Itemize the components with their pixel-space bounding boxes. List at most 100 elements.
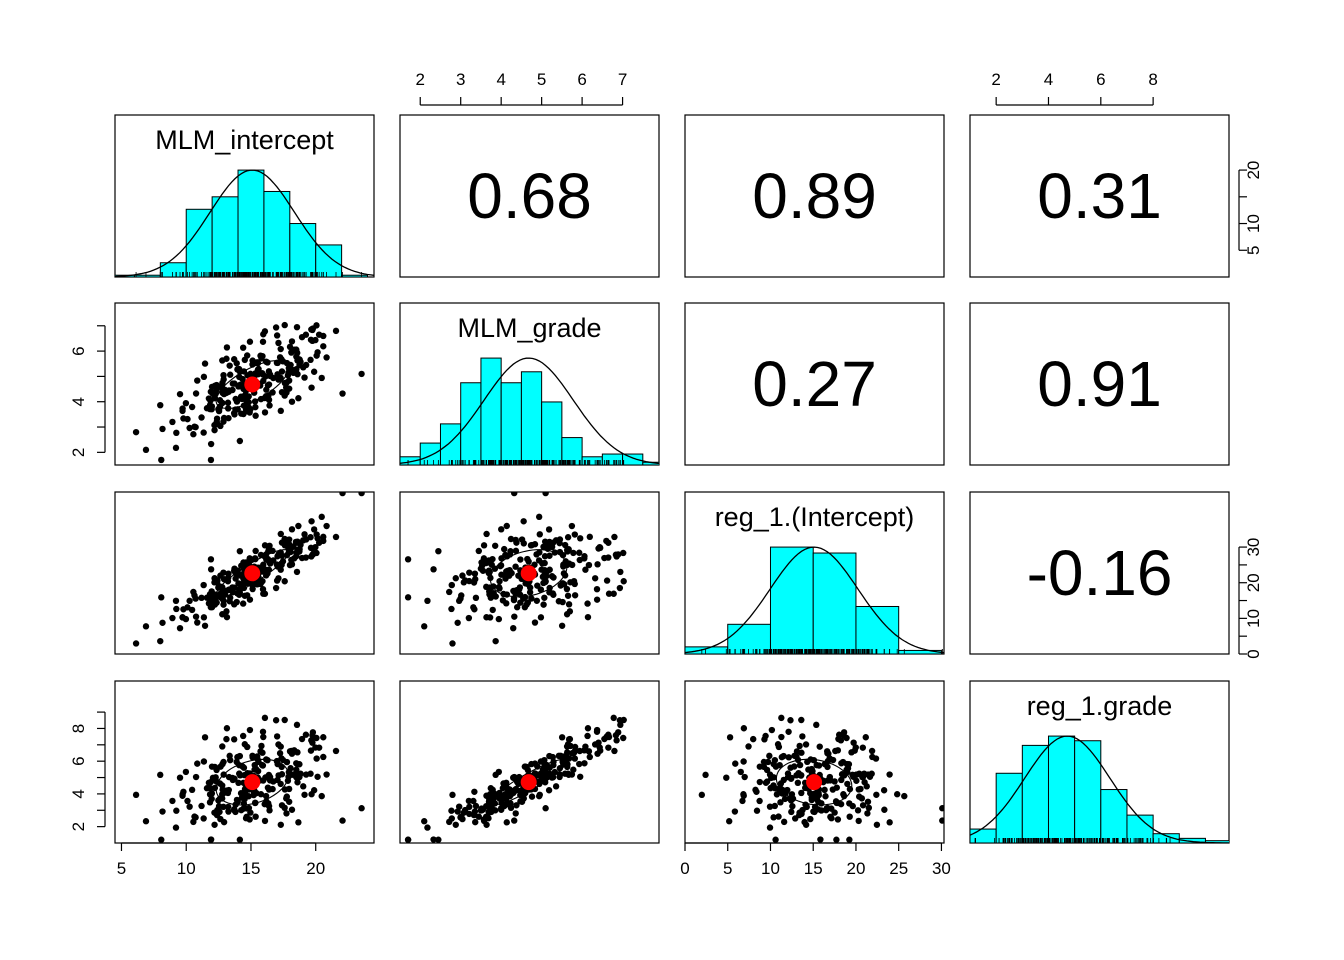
x-tick-label: 10 (761, 859, 780, 878)
correlation-value-0-3: 0.31 (1037, 160, 1162, 232)
data-point (543, 572, 550, 580)
histogram-bar (500, 382, 522, 465)
data-point (236, 770, 243, 777)
data-point (290, 771, 297, 778)
mean-point (244, 774, 261, 791)
data-point (245, 804, 253, 812)
panel-2-1 (404, 492, 627, 647)
data-point (498, 806, 505, 813)
data-point (424, 597, 431, 605)
data-point (312, 543, 319, 551)
data-point (564, 592, 572, 599)
data-point (616, 584, 624, 592)
data-point (511, 773, 518, 781)
data-point (565, 560, 573, 567)
data-point (617, 721, 624, 729)
data-point (818, 800, 825, 807)
data-point (404, 594, 412, 601)
data-point (173, 807, 180, 814)
y-tick-label: 8 (69, 724, 88, 733)
data-point (584, 600, 591, 607)
data-point (262, 792, 270, 800)
data-point (213, 778, 220, 785)
data-point (788, 808, 795, 816)
data-point (295, 395, 302, 402)
data-point (207, 778, 215, 786)
data-point (816, 743, 823, 750)
data-point (564, 534, 572, 541)
data-point (834, 816, 842, 823)
data-point (770, 814, 777, 821)
data-point (540, 769, 547, 777)
data-point (465, 797, 473, 805)
data-point (486, 614, 494, 621)
data-point (824, 804, 831, 812)
data-point (732, 760, 739, 767)
data-point (594, 561, 601, 568)
data-point (521, 593, 529, 601)
data-point (559, 598, 566, 606)
histogram-bar (211, 196, 239, 277)
data-point (513, 802, 520, 809)
data-point (198, 414, 205, 421)
data-point (756, 778, 764, 786)
data-point (471, 570, 479, 577)
data-point (512, 547, 520, 555)
data-point (771, 802, 779, 810)
data-point (243, 407, 250, 415)
data-point (756, 797, 763, 805)
data-point (778, 753, 786, 761)
panel-1-1 (400, 357, 659, 465)
data-point (826, 755, 833, 762)
data-point (132, 791, 140, 799)
data-point (584, 613, 592, 621)
data-point (307, 356, 314, 364)
data-point (226, 371, 234, 378)
data-point (188, 606, 196, 614)
y-tick-label: 2 (69, 822, 88, 831)
data-point (288, 398, 296, 405)
data-point (190, 431, 197, 438)
data-point (596, 543, 603, 551)
data-point (421, 623, 428, 630)
data-point (796, 761, 804, 769)
data-point (320, 734, 327, 741)
data-point (233, 598, 240, 606)
histogram-bar (185, 208, 213, 277)
data-point (571, 580, 578, 588)
data-point (262, 373, 269, 380)
data-point (617, 568, 624, 576)
data-point (296, 357, 303, 364)
data-point (773, 791, 781, 798)
data-point (285, 785, 293, 793)
data-point (584, 732, 591, 740)
data-point (213, 386, 220, 393)
data-point (226, 594, 234, 601)
data-point (309, 326, 316, 334)
histogram-bar (769, 546, 814, 654)
data-point (233, 398, 241, 405)
data-point (224, 578, 232, 585)
data-point (731, 808, 739, 815)
data-point (257, 748, 264, 755)
histogram-bar (622, 453, 644, 465)
data-point (552, 783, 560, 790)
data-point (265, 381, 273, 388)
correlation-ellipse (215, 360, 289, 409)
data-point (172, 597, 180, 605)
data-point (521, 763, 529, 770)
data-point (863, 783, 870, 790)
data-point (262, 774, 269, 781)
data-point (220, 371, 227, 379)
panel-2-2 (685, 546, 944, 654)
data-point (211, 821, 218, 828)
data-point (276, 750, 284, 757)
data-point (142, 818, 150, 825)
y-tick-label: 0 (1244, 649, 1263, 658)
data-point (488, 561, 495, 568)
data-point (223, 608, 230, 615)
data-point (540, 601, 547, 608)
x-tick-label: 0 (680, 859, 689, 878)
data-point (449, 640, 456, 647)
data-point (176, 774, 184, 781)
